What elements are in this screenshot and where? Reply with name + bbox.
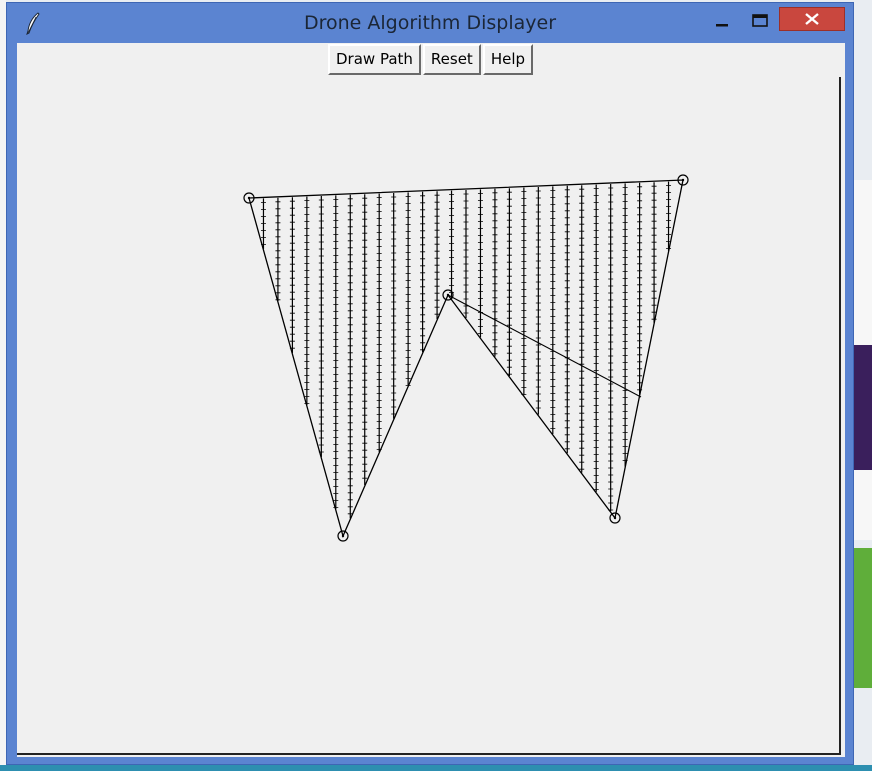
sweep-line-ticks [434,194,440,315]
sweep-line-ticks [637,186,643,391]
title-bar[interactable]: Drone Algorithm Displayer [7,3,853,43]
sweep-line-ticks [289,200,295,349]
sweep-line-ticks [608,187,614,511]
drawing-canvas[interactable] [17,77,841,755]
background-image-fragment [854,548,872,688]
sweep-line-ticks [579,188,585,470]
waypoint-marker [442,289,454,301]
waypoint-center [341,534,345,538]
sweep-line-ticks [405,196,411,386]
waypoint-marker [337,530,349,542]
sweep-line-ticks [506,191,512,375]
waypoint-marker [609,512,621,524]
waypoint-center [247,196,251,200]
sweep-line-ticks [347,198,353,515]
sweep-line-ticks [550,190,556,429]
background-image-fragment [854,345,872,470]
waypoint-center [446,293,450,297]
feather-icon [26,12,40,35]
sweep-line-ticks [521,191,527,395]
transit-line [447,294,642,398]
sweep-line-ticks [666,185,672,249]
close-icon [805,13,819,25]
sweep-line-ticks [391,196,397,415]
waypoint-center [613,516,617,520]
maximize-button[interactable] [745,7,775,33]
sweep-line-ticks [564,189,570,450]
background-taskbar-fragment [0,765,872,771]
sweep-line-ticks [492,192,498,355]
path-drawing [243,174,689,542]
sweep-line-ticks [449,194,455,293]
sweep-line-ticks [362,197,368,479]
sweep-line-ticks [477,193,483,334]
sweep-line-ticks [260,202,266,245]
window-client-area: Draw Path Reset Help [17,43,845,757]
help-button[interactable]: Help [482,44,534,75]
sweep-line-ticks [420,195,426,351]
survey-area-outline [248,179,684,538]
toolbar: Draw Path Reset Help [328,44,535,75]
maximize-icon [752,14,768,27]
sweep-line-ticks [376,197,382,450]
sweep-line-ticks [593,188,599,490]
minimize-button[interactable] [707,7,737,33]
background-window-fragment [0,0,6,771]
app-window: Drone Algorithm Displayer Draw Path Rese… [6,2,854,765]
waypoint-marker [243,192,255,204]
sweep-line-ticks [463,193,469,314]
waypoint-marker [677,174,689,186]
sweep-line-ticks [304,200,310,404]
sweep-line-ticks [318,199,324,453]
minimize-icon [716,24,728,27]
draw-path-button[interactable]: Draw Path [328,44,421,75]
waypoint-center [681,178,685,182]
sweep-line-ticks [333,199,339,508]
sweep-line-ticks [535,190,541,409]
reset-button[interactable]: Reset [422,44,481,75]
sweep-line-ticks [622,187,628,461]
window-title: Drone Algorithm Displayer [303,12,557,34]
close-button[interactable] [779,7,845,31]
sweep-line-ticks [651,185,657,320]
sweep-line-ticks [275,201,281,301]
